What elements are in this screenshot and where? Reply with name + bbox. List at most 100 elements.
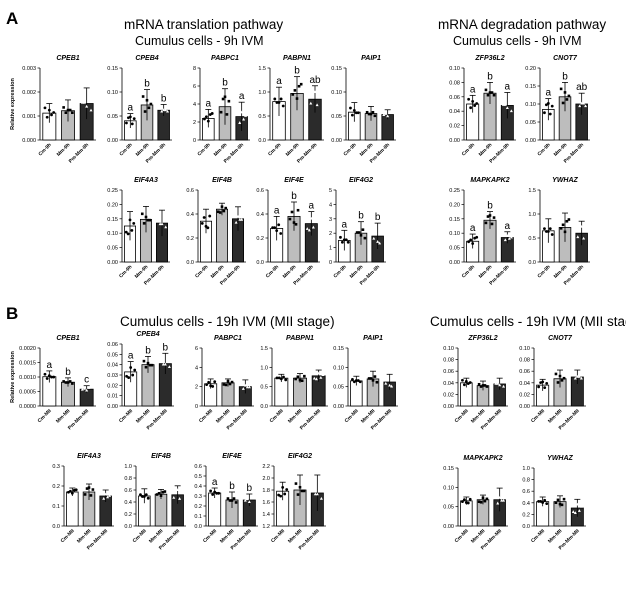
- data-point: [172, 495, 176, 499]
- y-tick-label: 1.0: [522, 466, 530, 472]
- data-point: [218, 211, 222, 214]
- data-point: [339, 235, 342, 239]
- significance-letter: a: [47, 360, 53, 371]
- data-point: [160, 109, 164, 113]
- data-point: [352, 109, 356, 112]
- data-point: [354, 379, 358, 382]
- data-point: [475, 235, 479, 239]
- data-point: [247, 385, 251, 389]
- category-label: Pm-Mm-9h: [68, 142, 90, 164]
- chart-title: EIF4G2: [349, 177, 373, 184]
- category-label: Mm-9h: [359, 142, 375, 158]
- y-tick-label: 1.0: [528, 212, 536, 218]
- data-point: [505, 234, 509, 237]
- data-point: [378, 241, 382, 245]
- data-point: [243, 383, 247, 387]
- data-point: [234, 501, 238, 504]
- chart-22-eif4e: EIF4E0.00.10.20.30.40.50.6aCm-MIIbMm-MII…: [194, 453, 258, 551]
- data-point: [247, 500, 251, 504]
- y-tick-label: 0.08: [449, 80, 460, 86]
- data-point: [537, 385, 541, 389]
- category-label: Cm-9h: [461, 264, 476, 279]
- data-point: [245, 497, 249, 501]
- data-point: [496, 382, 500, 385]
- significance-letter: b: [145, 345, 151, 356]
- significance-letter: a: [276, 76, 282, 87]
- y-tick-label: 0.1: [52, 504, 60, 510]
- y-tick-label: 0.10: [443, 485, 454, 491]
- data-point: [297, 84, 301, 88]
- y-tick-label: 2.2: [262, 464, 270, 470]
- data-point: [157, 492, 161, 495]
- significance-letter: b: [358, 211, 364, 222]
- data-point: [244, 114, 248, 117]
- y-tick-label: 0.03: [107, 373, 118, 379]
- data-point: [50, 113, 53, 117]
- y-tick-label: 0.2: [256, 236, 264, 242]
- data-point: [66, 108, 70, 112]
- data-point: [299, 82, 303, 86]
- data-point: [43, 372, 47, 376]
- data-point: [373, 375, 377, 378]
- data-point: [550, 233, 554, 236]
- data-point: [163, 362, 167, 366]
- data-point: [85, 388, 89, 392]
- data-point: [575, 502, 579, 506]
- y-tick-label: 0.5: [258, 114, 266, 120]
- data-point: [210, 112, 214, 115]
- y-tick-label: 0.3: [194, 494, 202, 500]
- data-point: [543, 227, 546, 231]
- data-point: [501, 103, 505, 106]
- chart-title: PABPC1: [214, 335, 242, 342]
- chart-title: MAPKAPK2: [463, 455, 502, 462]
- y-tick-label: 0.00: [449, 138, 460, 144]
- significance-letter: a: [505, 221, 511, 232]
- category-label: Mm-9h: [553, 142, 569, 158]
- data-point: [561, 223, 565, 227]
- data-point: [467, 240, 471, 244]
- y-tick-label: 0.08: [443, 358, 454, 364]
- data-point: [380, 228, 384, 232]
- y-tick-label: 0.2: [124, 512, 132, 518]
- data-point: [315, 492, 319, 496]
- y-tick-label: 0: [195, 404, 198, 410]
- data-point: [164, 225, 168, 229]
- data-point: [582, 101, 586, 105]
- data-point: [87, 486, 91, 489]
- y-tick-label: 1.5: [258, 66, 266, 72]
- y-tick-label: 0: [329, 260, 332, 266]
- data-point: [294, 482, 298, 485]
- data-point: [503, 103, 507, 106]
- data-point: [230, 380, 234, 384]
- y-tick-label: 0.04: [449, 109, 460, 115]
- data-point: [494, 493, 498, 496]
- data-point: [390, 110, 394, 114]
- y-tick-label: 1.0: [258, 90, 266, 96]
- category-label: Mm-9h: [56, 142, 72, 158]
- significance-letter: a: [128, 103, 134, 114]
- y-tick-label: 0.0: [194, 524, 202, 530]
- data-point: [372, 236, 376, 240]
- category-label: Cm-9h: [194, 264, 209, 279]
- data-point: [484, 88, 488, 92]
- data-point: [222, 383, 226, 386]
- data-point: [249, 495, 253, 499]
- y-tick-label: 0.20: [525, 66, 536, 72]
- data-point: [71, 111, 74, 114]
- data-point: [494, 382, 498, 385]
- data-point: [321, 373, 325, 376]
- category-label: Cm-9h: [343, 142, 358, 157]
- data-point: [580, 101, 584, 105]
- y-tick-label: 0.0: [256, 260, 264, 266]
- data-point: [307, 228, 311, 232]
- y-tick-label: 0.8: [124, 476, 132, 482]
- panel-a-right-title: mRNA degradation pathway: [438, 17, 607, 32]
- chart-title: PABPN1: [283, 55, 311, 62]
- data-point: [291, 93, 295, 96]
- data-point: [155, 493, 159, 496]
